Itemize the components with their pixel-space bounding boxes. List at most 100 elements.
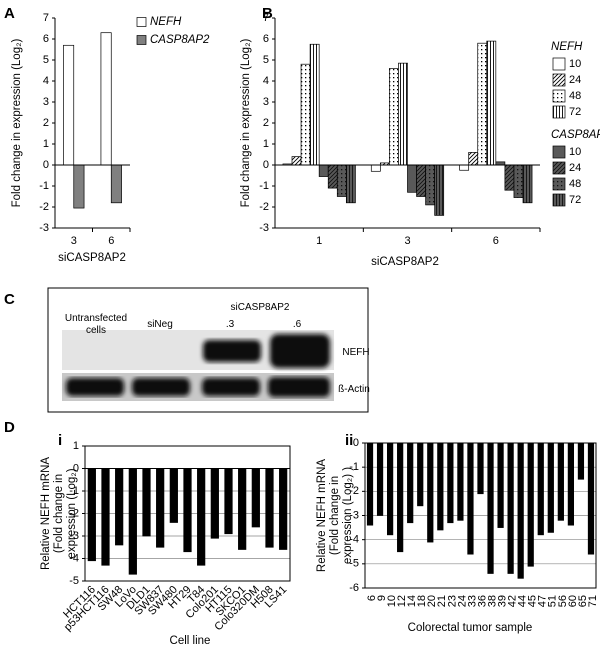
legend-swatch <box>552 57 566 71</box>
bar <box>389 68 399 166</box>
legend-label: 72 <box>569 106 581 118</box>
bar <box>336 164 347 197</box>
y-axis-label: Fold change in expression (Log₂) <box>240 38 252 207</box>
legend-label: 48 <box>569 178 581 190</box>
bar <box>345 164 356 204</box>
legend-swatch <box>552 161 566 175</box>
plot-frame <box>84 445 291 582</box>
x-tick-label: 24 <box>456 595 468 607</box>
legend-swatch <box>552 73 566 87</box>
bar <box>87 468 96 562</box>
y-tick-label: -5 <box>349 558 359 570</box>
legend-label: 72 <box>569 194 581 206</box>
y-tick-label: -1 <box>349 461 359 473</box>
bar <box>487 442 494 574</box>
y-tick-label: 6 <box>43 33 49 45</box>
x-tick-label: 44 <box>517 595 529 607</box>
y-tick-label: -3 <box>349 509 359 521</box>
x-tick-label: 1 <box>316 235 322 247</box>
legend-swatch <box>552 89 566 103</box>
lane-label: .6 <box>292 319 302 330</box>
bar <box>210 468 219 539</box>
y-tick-label: 3 <box>263 96 269 108</box>
x-tick-label: 65 <box>577 595 589 607</box>
y-tick-label: -6 <box>349 582 359 594</box>
blot-frame <box>47 287 369 413</box>
y-tick-label: 2 <box>43 117 49 129</box>
y-tick-label: 4 <box>263 75 269 87</box>
bar <box>128 468 137 575</box>
y-tick-label: -3 <box>69 530 79 542</box>
bar <box>265 468 274 548</box>
y-axis-label: Relative NEFH mRNA <box>316 459 328 572</box>
bar <box>327 164 338 189</box>
bar <box>115 468 124 546</box>
bar <box>497 442 504 528</box>
blot-band <box>132 378 190 396</box>
panel-label: B <box>262 5 273 22</box>
y-tick-label: 7 <box>43 12 49 24</box>
y-tick-label: 0 <box>73 462 79 474</box>
bar <box>376 442 384 516</box>
bar <box>477 442 484 495</box>
legend-label: 10 <box>569 146 581 158</box>
bar <box>100 32 112 166</box>
bar <box>537 442 544 536</box>
bar <box>416 164 426 197</box>
bar <box>427 442 434 543</box>
y-tick-label: 6 <box>263 33 269 45</box>
bar <box>407 164 417 193</box>
bar <box>457 442 464 521</box>
bar <box>142 468 151 537</box>
y-tick-label: 5 <box>263 54 269 66</box>
panel-label: A <box>4 5 15 22</box>
y-tick-label: 0 <box>43 159 49 171</box>
y-tick-label: -1 <box>259 180 269 192</box>
bar <box>486 40 497 166</box>
y-tick-label: 3 <box>43 96 49 108</box>
x-tick-label: 3 <box>404 235 410 247</box>
x-tick-label: 21 <box>436 595 448 607</box>
y-tick-label: -2 <box>259 201 269 213</box>
y-tick-label: -2 <box>69 507 79 519</box>
panel-label: i <box>58 432 62 449</box>
legend-swatch <box>136 35 147 45</box>
bar <box>279 468 288 550</box>
bar <box>417 442 424 507</box>
y-axis-label: Fold change in expression (Log₂) <box>11 38 23 207</box>
x-tick-label: 42 <box>507 595 519 607</box>
y-axis-label: expression (Log₂) <box>66 468 78 558</box>
legend-label: 24 <box>569 162 581 174</box>
bar <box>110 164 122 204</box>
legend-swatch <box>136 17 147 27</box>
x-tick-label: 6 <box>366 595 378 601</box>
y-tick-label: -4 <box>69 552 79 564</box>
bar <box>567 442 575 526</box>
y-tick-label: -2 <box>349 485 359 497</box>
x-tick-label: 6 <box>108 235 114 247</box>
blot-band <box>270 334 330 368</box>
bar <box>309 43 320 166</box>
bar <box>517 442 524 579</box>
y-tick-label: 0 <box>353 437 359 449</box>
y-tick-label: -5 <box>69 575 79 587</box>
x-tick-label: 51 <box>547 595 559 607</box>
bar <box>197 468 206 566</box>
x-tick-label: 33 <box>466 595 478 607</box>
legend-label: 10 <box>569 58 581 70</box>
y-tick-label: -4 <box>349 534 359 546</box>
blot-band <box>203 340 261 362</box>
y-tick-label: 1 <box>73 440 79 452</box>
lane-label: .3 <box>225 319 235 330</box>
x-tick-label: 18 <box>416 595 428 607</box>
y-tick-label: 1 <box>263 138 269 150</box>
x-tick-label: 60 <box>567 595 579 607</box>
x-axis-label: Cell line <box>170 635 211 647</box>
bar <box>300 63 311 166</box>
bar <box>370 164 381 172</box>
bar <box>527 442 534 567</box>
x-axis-label: siCASP8AP2 <box>371 256 439 268</box>
bar <box>547 442 554 533</box>
bar <box>73 164 85 209</box>
x-tick-label: 20 <box>426 595 438 607</box>
